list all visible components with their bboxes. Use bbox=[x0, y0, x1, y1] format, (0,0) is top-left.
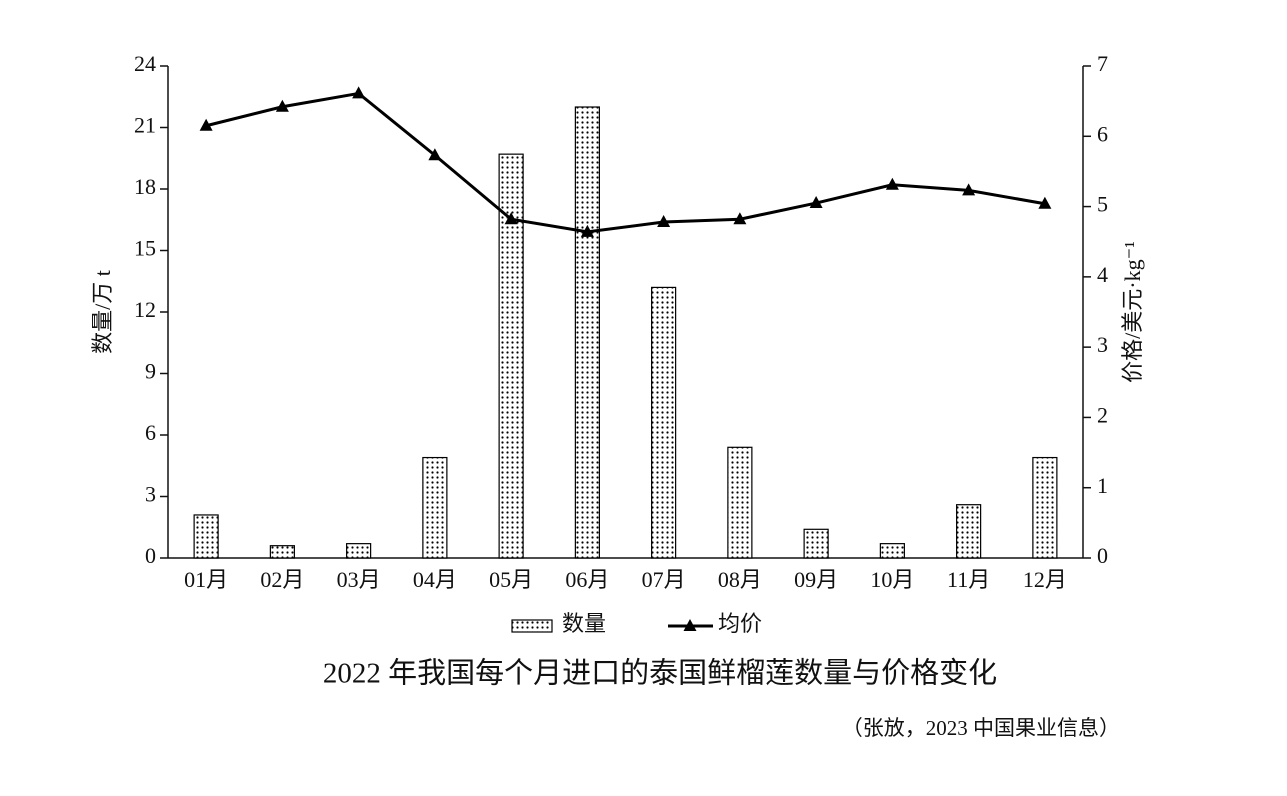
y-tick-label: 15 bbox=[134, 236, 156, 261]
marker bbox=[885, 177, 899, 190]
x-tick-label: 01月 bbox=[184, 567, 228, 592]
marker bbox=[352, 86, 366, 99]
legend-label: 数量 bbox=[562, 611, 606, 636]
x-tick-label: 05月 bbox=[489, 567, 533, 592]
marker bbox=[275, 99, 289, 112]
x-tick-label: 07月 bbox=[642, 567, 686, 592]
y-tick-label: 6 bbox=[145, 420, 156, 445]
y2-tick-label: 7 bbox=[1097, 51, 1108, 76]
y2-tick-label: 6 bbox=[1097, 121, 1108, 146]
bar bbox=[879, 543, 905, 559]
x-tick-label: 10月 bbox=[870, 567, 914, 592]
x-tick-label: 03月 bbox=[337, 567, 381, 592]
marker bbox=[733, 212, 747, 225]
source-note: （张放，2023 中国果业信息） bbox=[842, 716, 1120, 740]
chart-title: 2022 年我国每个月进口的泰国鲜榴莲数量与价格变化 bbox=[323, 657, 997, 690]
y2-axis-title: 价格/美元·kg⁻¹ bbox=[1120, 241, 1145, 383]
y-tick-label: 12 bbox=[134, 297, 156, 322]
y-tick-label: 18 bbox=[134, 174, 156, 199]
x-tick-label: 12月 bbox=[1023, 567, 1067, 592]
marker bbox=[504, 212, 518, 225]
price-line bbox=[205, 91, 1046, 234]
marker bbox=[962, 183, 976, 196]
bar bbox=[727, 446, 753, 559]
bar bbox=[803, 528, 829, 559]
bar bbox=[422, 456, 448, 559]
x-tick-label: 02月 bbox=[260, 567, 304, 592]
marker bbox=[657, 215, 671, 228]
x-tick-label: 11月 bbox=[947, 567, 990, 592]
bar bbox=[193, 514, 219, 559]
marker bbox=[199, 118, 213, 131]
bar bbox=[1032, 456, 1058, 559]
x-tick-label: 09月 bbox=[794, 567, 838, 592]
marker bbox=[809, 196, 823, 209]
y-tick-label: 24 bbox=[134, 51, 156, 76]
y2-tick-label: 0 bbox=[1097, 543, 1108, 568]
bar bbox=[346, 543, 372, 559]
y-tick-label: 9 bbox=[145, 359, 156, 384]
y2-tick-label: 2 bbox=[1097, 402, 1108, 427]
y2-tick-label: 1 bbox=[1097, 473, 1108, 498]
bar bbox=[574, 106, 600, 559]
y-tick-label: 3 bbox=[145, 482, 156, 507]
x-tick-label: 08月 bbox=[718, 567, 762, 592]
marker bbox=[428, 148, 442, 161]
y-tick-label: 0 bbox=[145, 543, 156, 568]
marker bbox=[580, 224, 594, 237]
legend-marker bbox=[683, 619, 697, 631]
bar bbox=[956, 504, 982, 559]
bar bbox=[269, 545, 295, 559]
legend-swatch bbox=[511, 619, 553, 633]
x-tick-label: 04月 bbox=[413, 567, 457, 592]
y-axis-title: 数量/万 t bbox=[90, 270, 115, 354]
legend-label: 均价 bbox=[718, 611, 762, 636]
x-tick-label: 06月 bbox=[565, 567, 609, 592]
y-tick-label: 21 bbox=[134, 113, 156, 138]
marker bbox=[1038, 196, 1052, 209]
y2-tick-label: 5 bbox=[1097, 192, 1108, 217]
bar bbox=[651, 286, 677, 559]
y2-tick-label: 3 bbox=[1097, 332, 1108, 357]
y2-tick-label: 4 bbox=[1097, 262, 1108, 287]
